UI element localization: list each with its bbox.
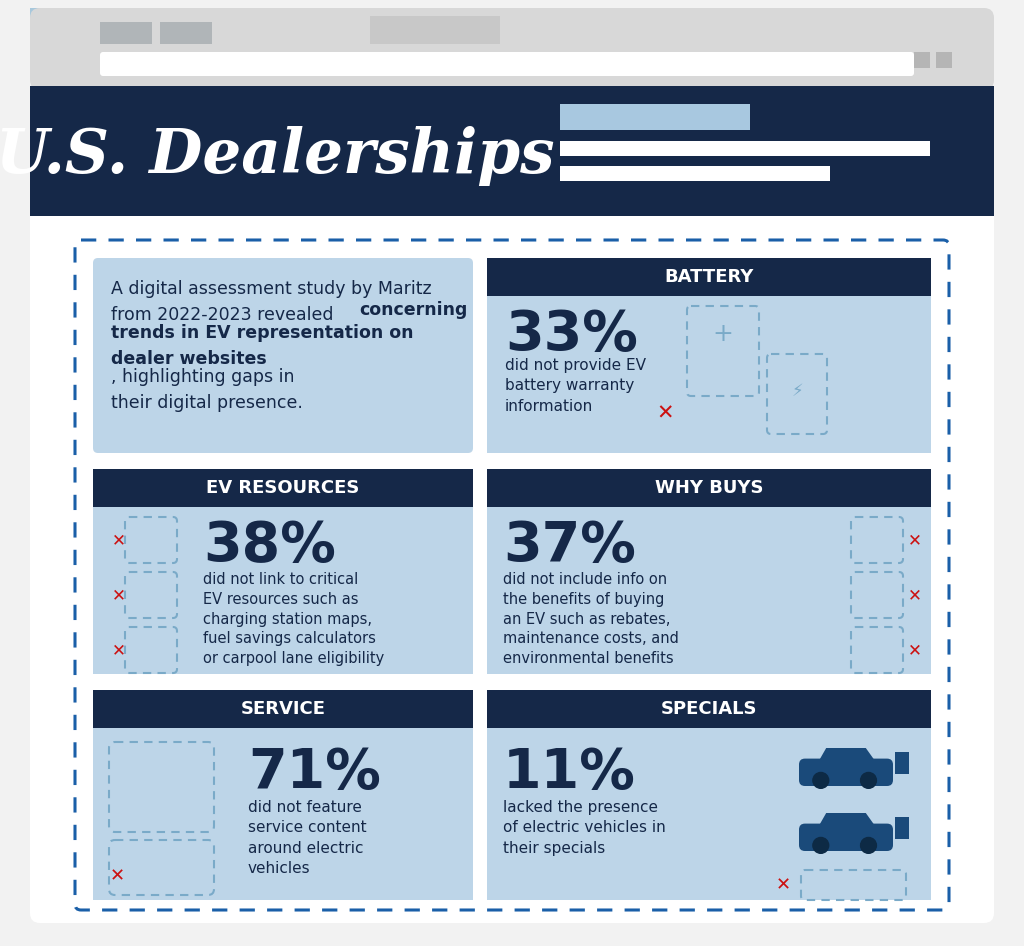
Bar <box>30 86 994 216</box>
Circle shape <box>860 773 877 788</box>
Text: ✕: ✕ <box>908 586 922 604</box>
Bar <box>895 752 909 774</box>
Bar <box>560 104 750 130</box>
Text: SPECIALS: SPECIALS <box>660 700 758 718</box>
Text: did not link to critical
EV resources such as
charging station maps,
fuel saving: did not link to critical EV resources su… <box>203 572 384 666</box>
Bar <box>487 690 931 728</box>
Bar <box>936 52 952 68</box>
Text: ✕: ✕ <box>908 531 922 549</box>
Text: did not provide EV
battery warranty
information: did not provide EV battery warranty info… <box>505 358 646 413</box>
Bar <box>487 507 931 674</box>
Text: U.S. Dealerships: U.S. Dealerships <box>0 126 554 186</box>
Polygon shape <box>819 813 874 826</box>
Text: A digital assessment study by Maritz
from 2022-2023 revealed: A digital assessment study by Maritz fro… <box>111 280 432 324</box>
Text: ✕: ✕ <box>110 867 125 885</box>
FancyBboxPatch shape <box>100 52 914 76</box>
Bar <box>370 16 500 44</box>
Text: ✕: ✕ <box>112 586 126 604</box>
Text: ✕: ✕ <box>908 641 922 659</box>
Circle shape <box>860 837 877 853</box>
FancyBboxPatch shape <box>799 824 893 851</box>
Bar <box>487 296 931 453</box>
Bar <box>93 690 473 728</box>
Text: ✕: ✕ <box>656 404 674 424</box>
Text: WHY BUYS: WHY BUYS <box>654 479 763 497</box>
Text: 38%: 38% <box>203 519 336 573</box>
Text: +: + <box>713 322 733 346</box>
Bar <box>30 8 90 43</box>
Text: BATTERY: BATTERY <box>665 268 754 286</box>
Text: ⚡: ⚡ <box>792 382 803 400</box>
Text: 11%: 11% <box>503 746 636 800</box>
Bar <box>560 141 930 156</box>
Text: ✕: ✕ <box>112 641 126 659</box>
Bar <box>487 258 931 296</box>
FancyBboxPatch shape <box>799 759 893 786</box>
Bar <box>100 22 152 44</box>
Bar <box>487 728 931 900</box>
Text: did not include info on
the benefits of buying
an EV such as rebates,
maintenanc: did not include info on the benefits of … <box>503 572 679 666</box>
FancyBboxPatch shape <box>93 258 473 453</box>
Text: lacked the presence
of electric vehicles in
their specials: lacked the presence of electric vehicles… <box>503 800 666 856</box>
Circle shape <box>813 837 828 853</box>
Text: EV RESOURCES: EV RESOURCES <box>206 479 359 497</box>
Bar <box>895 816 909 838</box>
Text: ✕: ✕ <box>112 531 126 549</box>
Bar <box>93 507 473 674</box>
Bar <box>160 22 212 44</box>
Text: ✕: ✕ <box>775 876 791 894</box>
Text: 37%: 37% <box>503 519 636 573</box>
Circle shape <box>813 773 828 788</box>
Polygon shape <box>819 748 874 761</box>
Text: 33%: 33% <box>505 308 638 362</box>
Bar <box>560 166 830 181</box>
FancyBboxPatch shape <box>30 8 994 90</box>
Bar <box>93 469 473 507</box>
Text: SERVICE: SERVICE <box>241 700 326 718</box>
Text: 71%: 71% <box>248 746 381 800</box>
Bar <box>487 469 931 507</box>
Text: trends in EV representation on
dealer websites: trends in EV representation on dealer we… <box>111 324 414 368</box>
Text: did not feature
service content
around electric
vehicles: did not feature service content around e… <box>248 800 367 876</box>
Bar <box>914 52 930 68</box>
FancyBboxPatch shape <box>30 86 994 923</box>
Text: concerning: concerning <box>359 301 467 319</box>
Bar <box>93 728 473 900</box>
Text: , highlighting gaps in
their digital presence.: , highlighting gaps in their digital pre… <box>111 368 303 412</box>
